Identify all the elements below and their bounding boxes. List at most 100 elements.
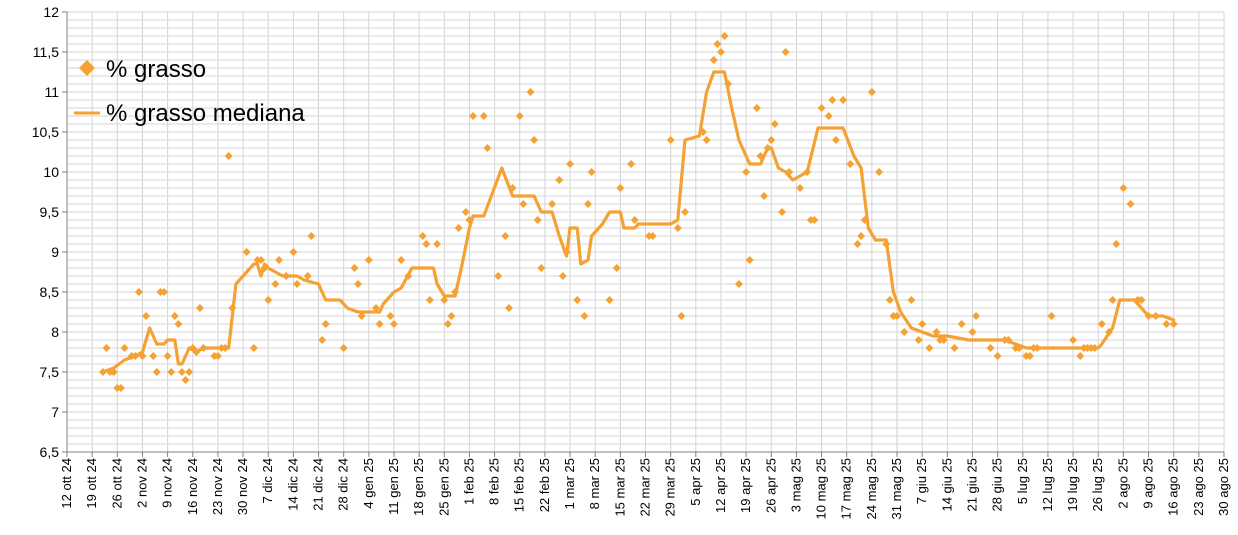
fat-data-point [1105, 328, 1114, 336]
fat-data-point [677, 312, 686, 320]
y-tick-label: 10,5 [32, 124, 59, 140]
x-tick-label: 29 mar 25 [663, 458, 678, 517]
fat-data-point [260, 264, 269, 272]
fat-data-point [422, 240, 431, 248]
fat-data-point [627, 160, 636, 168]
fat-data-point [972, 312, 981, 320]
fat-data-point [479, 112, 488, 120]
fat-data-point [724, 80, 733, 88]
x-tick-label: 10 mag 25 [814, 458, 829, 519]
fat-data-point [918, 320, 927, 328]
fat-data-point [860, 216, 869, 224]
fat-data-point [109, 368, 118, 376]
fat-data-point [900, 328, 909, 336]
fat-data-point [181, 376, 190, 384]
fat-data-point [102, 344, 111, 352]
fat-data-point [681, 208, 690, 216]
fat-data-point [648, 232, 657, 240]
fat-data-point [451, 288, 460, 296]
fat-data-point [221, 344, 230, 352]
fat-data-point [839, 96, 848, 104]
fat-data-point [760, 192, 769, 200]
fat-data-point [781, 48, 790, 56]
x-tick-label: 30 nov 24 [235, 458, 250, 515]
fat-data-point [461, 208, 470, 216]
fat-data-point [192, 348, 201, 356]
y-tick-label: 9,5 [40, 204, 60, 220]
fat-data-point [630, 216, 639, 224]
fat-data-point [389, 320, 398, 328]
fat-data-point [289, 248, 298, 256]
fat-data-point [163, 352, 172, 360]
fat-series [98, 32, 1178, 392]
fat-data-point [372, 304, 381, 312]
fat-data-point [433, 240, 442, 248]
x-tick-label: 7 giu 25 [914, 458, 929, 504]
y-tick-labels: 6,5 7 7,5 8 8,5 9 9,5 10 10,5 11 11,5 12 [32, 4, 67, 460]
fat-data-point [702, 136, 711, 144]
fat-data-point [425, 296, 434, 304]
fat-data-point [558, 272, 567, 280]
fat-data-point [907, 296, 916, 304]
fat-data-point [131, 352, 140, 360]
x-tick-label: 23 nov 24 [210, 458, 225, 515]
fat-data-point [698, 128, 707, 136]
x-tick-label: 8 mar 25 [587, 458, 602, 509]
fat-data-point [116, 384, 125, 392]
fat-data-point [1169, 320, 1178, 328]
grid [67, 11, 1225, 452]
x-tick-label: 25 gen 25 [436, 458, 451, 516]
fat-data-point [824, 112, 833, 120]
fat-data-point [292, 280, 301, 288]
fat-data-point [152, 368, 161, 376]
fat-data-point [454, 224, 463, 232]
fat-data-point [605, 296, 614, 304]
fat-data-point [573, 296, 582, 304]
fat-data-point [494, 272, 503, 280]
fat-data-point [1097, 320, 1106, 328]
fat-data-point [1069, 336, 1078, 344]
fat-data-point [673, 224, 682, 232]
fat-data-point [1119, 184, 1128, 192]
fat-data-point [828, 96, 837, 104]
x-tick-label: 5 lug 25 [1015, 458, 1030, 504]
fat-data-point [770, 120, 779, 128]
fat-data-point [185, 368, 194, 376]
fat-data-point [875, 168, 884, 176]
y-tick-label: 8,5 [40, 284, 60, 300]
x-tick-label: 24 mag 25 [864, 458, 879, 519]
fat-data-point [440, 296, 449, 304]
fat-data-point [1090, 344, 1099, 352]
fat-data-point [957, 320, 966, 328]
fat-data-point [548, 200, 557, 208]
x-tick-label: 19 ott 24 [84, 458, 99, 509]
x-tick-label: 31 mag 25 [889, 458, 904, 519]
x-tick-label: 14 dic 24 [285, 458, 300, 511]
fat-data-point [483, 144, 492, 152]
x-tick-label: 9 nov 24 [160, 458, 175, 508]
fat-data-point [1025, 352, 1034, 360]
fat-data-point [228, 304, 237, 312]
fat-data-point [537, 264, 546, 272]
fat-data-point [734, 280, 743, 288]
legend-marker-fat [79, 60, 95, 76]
fat-data-point [950, 344, 959, 352]
y-tick-label: 11,5 [33, 44, 59, 60]
fat-data-point [742, 168, 751, 176]
fat-data-point [1144, 312, 1153, 320]
y-tick-label: 10 [43, 164, 59, 180]
fat-data-point [968, 328, 977, 336]
fat-data-point [199, 344, 208, 352]
x-tick-label: 9 ago 25 [1141, 458, 1156, 509]
fat-data-point [1015, 344, 1024, 352]
x-tick-label: 11 gen 25 [386, 458, 401, 515]
fat-data-point [1112, 240, 1121, 248]
fat-data-point [465, 216, 474, 224]
x-tick-label: 7 dic 24 [260, 458, 275, 504]
fat-data-point [914, 336, 923, 344]
x-tick-label: 12 apr 25 [713, 458, 728, 513]
fat-data-point [1004, 336, 1013, 344]
fat-data-point [831, 136, 840, 144]
fat-data-point [447, 312, 456, 320]
fat-data-point [566, 160, 575, 168]
